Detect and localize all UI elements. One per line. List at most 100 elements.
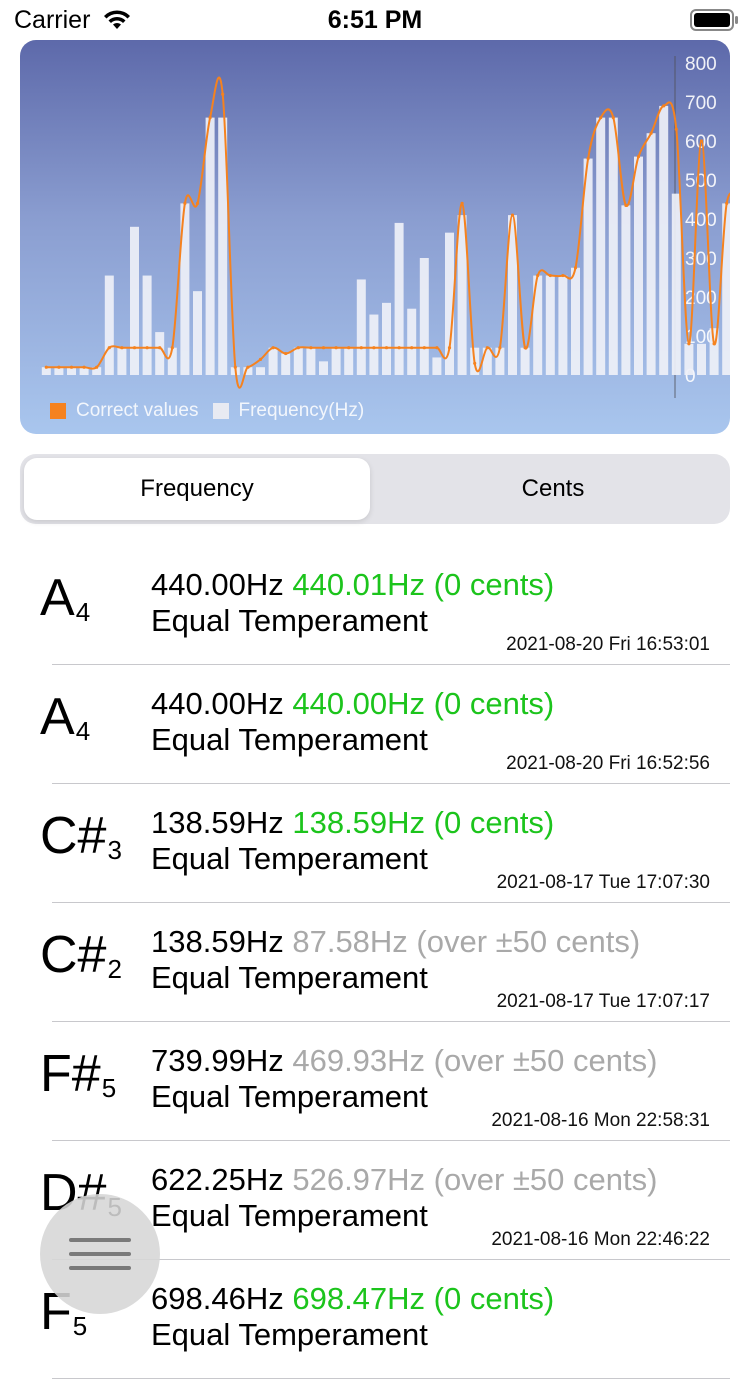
frequency-bar: [54, 367, 64, 375]
correct-value-point: [95, 365, 99, 369]
correct-value-point: [120, 346, 124, 350]
correct-value-point: [397, 346, 401, 350]
note-letter: A: [40, 569, 75, 627]
frequency-line: 698.46Hz 698.47Hz (0 cents): [151, 1280, 554, 1318]
note-name: C#3: [40, 804, 122, 882]
frequency-bar: [621, 205, 631, 375]
correct-value-point: [246, 365, 250, 369]
correct-value-point: [636, 155, 641, 159]
frequency-bar: [684, 343, 694, 375]
y-tick-label: 500: [685, 171, 717, 192]
hamburger-icon-line: [69, 1238, 131, 1242]
frequency-bar: [293, 347, 303, 375]
frequency-bar: [482, 347, 492, 375]
menu-button[interactable]: [40, 1194, 160, 1314]
list-item[interactable]: A4 440.00Hz 440.00Hz (0 cents) Equal Tempe…: [0, 665, 750, 784]
timestamp: 2021-08-16 Mon 22:58:31: [491, 1110, 710, 1131]
correct-value-point: [447, 346, 452, 350]
frequency-line: 138.59Hz 138.59Hz (0 cents): [151, 804, 554, 842]
frequency-bar: [344, 347, 354, 375]
frequency-bar: [533, 275, 543, 375]
frequency-bar: [520, 347, 530, 375]
frequency-bar: [419, 258, 429, 375]
note-octave: 5: [72, 1311, 88, 1341]
frequency-bar: [394, 222, 404, 375]
row-divider: [52, 783, 730, 784]
measured-frequency: 440.00Hz (0 cents): [292, 686, 555, 721]
frequency-bar: [369, 314, 379, 375]
correct-value-point: [687, 342, 691, 346]
frequency-bar: [646, 133, 656, 375]
correct-value-point: [384, 346, 389, 350]
correct-value-point: [548, 273, 552, 278]
correct-value-point: [284, 351, 288, 356]
frequency-bar: [155, 332, 165, 375]
segment-cents[interactable]: Cents: [521, 475, 585, 502]
correct-value-point: [221, 92, 225, 96]
segment-frequency[interactable]: Frequency: [24, 458, 370, 520]
list-item[interactable]: C#3 138.59Hz 138.59Hz (0 cents) Equal Temp…: [0, 784, 750, 903]
target-frequency: 138.59Hz: [151, 924, 284, 959]
correct-value-point: [498, 346, 502, 350]
y-tick-label: 400: [685, 210, 717, 231]
measured-frequency: 138.59Hz (0 cents): [292, 805, 555, 840]
target-frequency: 138.59Hz: [151, 805, 284, 840]
correct-value-point: [422, 346, 426, 350]
note-letter: A: [40, 688, 75, 746]
frequency-bar: [709, 328, 719, 375]
frequency-bar: [432, 357, 442, 375]
correct-value-point: [132, 346, 137, 350]
list-item[interactable]: A4 440.00Hz 440.01Hz (0 cents) Equal Tempe…: [0, 546, 750, 665]
frequency-bar: [41, 367, 51, 375]
timestamp: 2021-08-20 Fri 16:52:56: [506, 753, 710, 774]
correct-value-point: [674, 127, 678, 131]
correct-value-point: [649, 131, 653, 135]
list-item[interactable]: F#5 739.99Hz 469.93Hz (over ±50 cents) Equ…: [0, 1022, 750, 1141]
note-octave: 5: [101, 1073, 117, 1103]
note-name: A4: [40, 685, 90, 763]
timestamp: 2021-08-17 Tue 17:07:17: [496, 991, 710, 1012]
note-octave: 4: [75, 597, 91, 627]
frequency-bar: [558, 275, 568, 375]
correct-value-point: [712, 342, 716, 346]
correct-value-point: [523, 346, 527, 350]
legend-label-correct: Correct values: [76, 400, 199, 421]
note-name: A4: [40, 566, 90, 644]
measured-frequency: 526.97Hz (over ±50 cents): [292, 1162, 658, 1197]
clock: 6:51 PM: [327, 6, 423, 34]
target-frequency: 739.99Hz: [151, 1043, 284, 1078]
correct-value-point: [573, 266, 578, 270]
frequency-bar: [508, 215, 517, 375]
frequency-bar: [180, 203, 190, 375]
target-frequency: 698.46Hz: [151, 1281, 284, 1316]
correct-value-point: [321, 346, 326, 350]
frequency-bar: [608, 117, 618, 375]
battery-icon: [690, 8, 740, 37]
frequency-chart[interactable]: 0 100 200 300 400 500 600 700 800 Correct values…: [20, 40, 730, 434]
temperament-label: Equal Temperament: [151, 960, 428, 995]
correct-value-point: [158, 346, 162, 350]
chart-legend: Correct values Frequency(Hz): [50, 400, 378, 422]
temperament-label: Equal Temperament: [151, 1079, 428, 1114]
timestamp: 2021-08-20 Fri 16:53:01: [506, 634, 710, 655]
frequency-bar: [356, 279, 366, 375]
measured-frequency: 87.58Hz (over ±50 cents): [292, 924, 641, 959]
frequency-bar: [571, 267, 580, 375]
frequency-bar: [445, 232, 454, 375]
list-item[interactable]: C#2 138.59Hz 87.58Hz (over ±50 cents) Equa…: [0, 903, 750, 1022]
frequency-bar: [722, 203, 730, 375]
frequency-bar: [306, 347, 316, 375]
correct-value-point: [195, 201, 200, 205]
correct-value-point: [586, 156, 590, 161]
legend-item-correct: Correct values: [50, 400, 199, 422]
frequency-bar: [268, 347, 278, 375]
history-list: A4 440.00Hz 440.01Hz (0 cents) Equal Tempe…: [0, 546, 750, 1379]
target-frequency: 440.00Hz: [151, 567, 284, 602]
note-letter: C#: [40, 926, 107, 984]
correct-value-point: [82, 365, 86, 369]
frequency-bar: [67, 367, 76, 375]
temperament-label: Equal Temperament: [151, 722, 428, 757]
correct-value-point: [309, 346, 313, 350]
legend-swatch-frequency: [212, 403, 229, 419]
